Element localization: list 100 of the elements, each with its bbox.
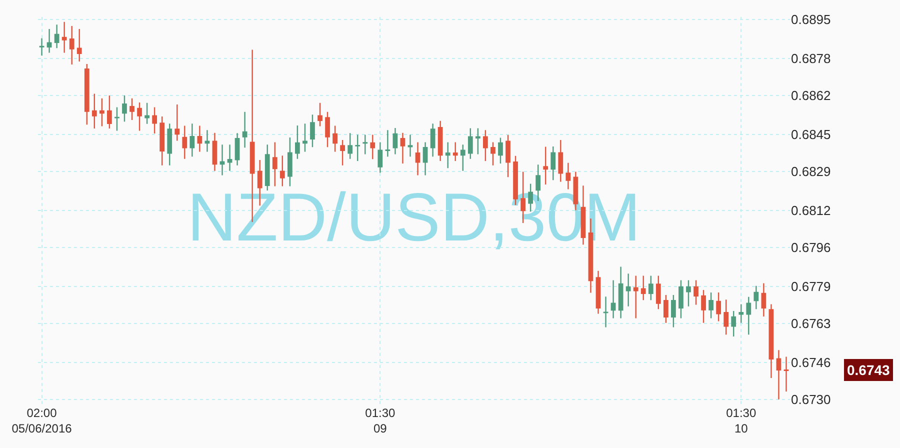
candlestick [190,123,195,158]
candlestick [302,123,308,152]
candlestick [378,142,383,174]
candlestick [663,294,668,324]
candlestick [626,273,631,307]
candlestick [738,304,744,324]
candlestick [656,275,661,310]
candlestick [761,282,766,318]
x-tick-label: 01:30 10 [726,406,756,436]
candlestick [784,356,789,392]
candlestick [174,104,180,142]
candlestick [69,25,74,66]
x-tick-label: 02:00 05/06/2016 [12,406,72,436]
candlestick [340,139,345,166]
candlestick [107,94,112,130]
y-tick-label: 0.6895 [791,12,831,27]
candlestick [385,130,390,158]
candlestick [686,280,691,307]
candlestick [754,285,759,310]
candlestick [701,289,706,324]
candlestick [468,128,473,160]
candlestick [716,292,721,322]
candlestick [122,94,127,122]
candlestick [137,102,142,132]
candlestick [640,275,646,301]
candlestick [197,125,202,152]
y-tick-label: 0.6812 [791,203,831,218]
candlestick [264,144,270,192]
candlestick [84,63,90,126]
candlestick [708,292,714,319]
candlestick [332,125,338,152]
candlestick [280,155,285,187]
candlestick [362,134,368,155]
candlestick [618,266,624,319]
y-tick-label: 0.6779 [791,279,831,294]
candlestick [392,127,398,155]
candlestick [234,132,240,166]
candlestick [295,124,300,160]
candlestick [39,38,44,56]
candlestick [678,280,684,319]
candlestick [204,130,210,152]
y-tick-label: 0.6845 [791,127,831,142]
candlestick [724,299,729,336]
candlestick [152,106,157,134]
candlestick [272,142,278,187]
candlestick [62,21,67,54]
candlestick [543,146,548,186]
y-tick-label: 0.6829 [791,164,831,179]
candlestick [370,134,376,160]
candlestick [348,132,353,160]
candlestick [596,270,601,314]
candlestick [310,114,315,148]
candlestick [54,24,60,49]
candlestick [144,102,150,124]
candlestick [558,139,564,182]
candlestick [318,102,322,127]
candlestick [422,142,428,176]
candlestick [633,275,638,319]
candlestick [498,137,503,164]
candlestick [694,280,698,306]
candlestick [167,123,172,166]
candlestick [475,128,480,155]
candlestick [768,304,774,379]
candlestick [227,144,232,172]
y-tick-label: 0.6746 [791,355,831,370]
candlestick [430,123,436,158]
candlestick [182,125,188,160]
candlestick [220,144,225,176]
candlestick [731,310,736,338]
candlestick [212,132,218,172]
candlestick [287,136,292,187]
candlestick [325,111,330,148]
candlestick [610,280,616,319]
candlestick [99,98,104,127]
candlestick [46,28,52,54]
candlestick [114,106,120,132]
candlestick [400,132,406,164]
candlestick [92,93,97,130]
x-tick-label: 01:30 09 [365,406,396,436]
candlestick [671,294,676,328]
candlestick [355,134,360,162]
candlestick [438,120,443,162]
y-tick-label: 0.6730 [791,392,831,407]
candlestick [415,142,420,176]
candlestick [603,296,608,328]
y-tick-label: 0.6878 [791,51,831,66]
y-tick-label: 0.6862 [791,88,831,103]
y-tick-label: 0.6796 [791,240,831,255]
text: 0.6743 [847,362,890,378]
candlestick [76,28,82,62]
candlestick [445,142,450,169]
candlestick [460,144,466,172]
candlestick [550,146,556,181]
candlestick [452,142,458,162]
candlestick [506,134,510,178]
candlestick [160,116,165,166]
candlestick [746,296,752,336]
candlestick [130,98,134,121]
y-tick-label: 0.6763 [791,316,831,331]
candlestick [408,134,413,158]
